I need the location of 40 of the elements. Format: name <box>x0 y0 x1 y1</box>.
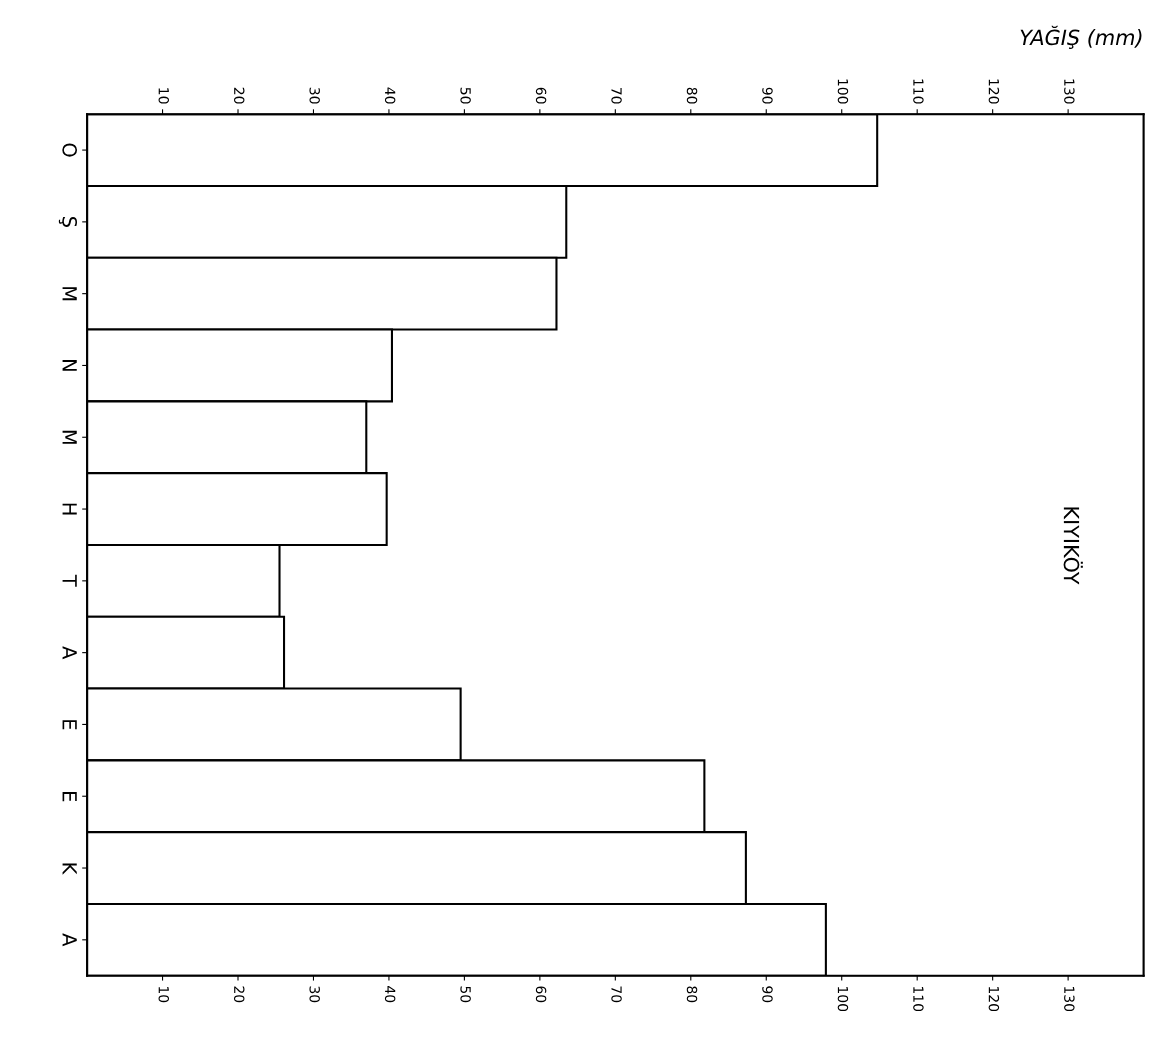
x-tick-label: 100 <box>837 986 849 1012</box>
x2-tick-label: 120 <box>988 79 1000 104</box>
y-tick-label: H <box>62 503 77 515</box>
x2-tick-label: 70 <box>611 87 622 104</box>
x2-tick-label: 30 <box>309 87 320 104</box>
x-tick-label: 90 <box>762 986 773 1003</box>
x2-tick-label: 60 <box>535 87 547 104</box>
text: KIYIKÖY <box>1063 507 1083 585</box>
y-tick-label: M <box>62 430 77 444</box>
x2-tick-label: 50 <box>460 87 471 104</box>
x2-tick-label: 20 <box>233 87 245 104</box>
x-tick-label: 60 <box>535 986 547 1003</box>
x2-tick-label: 80 <box>686 87 698 104</box>
y-tick-label: Ş <box>58 216 78 227</box>
y-tick-label: K <box>62 863 77 875</box>
x2-tick-label: 90 <box>762 87 773 104</box>
x-tick-label: 130 <box>1064 986 1075 1012</box>
x-axis-title: YAĞIŞ (mm) <box>1020 25 1142 49</box>
y-tick-label: T <box>62 574 77 587</box>
y-tick-label: O <box>62 143 78 157</box>
x2-tick-label: 110 <box>913 79 924 104</box>
x2-tick-label: 130 <box>1064 79 1075 104</box>
x-tick-label: 120 <box>988 986 1000 1012</box>
y-tick-label: A <box>62 646 77 660</box>
x2-tick-label: 10 <box>158 88 170 104</box>
x-tick-label: 30 <box>309 986 320 1003</box>
y-tick-label: E <box>62 792 77 802</box>
x2-tick-label: 40 <box>384 87 396 104</box>
x-tick-label: 10 <box>158 986 170 1003</box>
x-tick-label: 80 <box>686 986 698 1003</box>
x-tick-label: 50 <box>460 986 471 1003</box>
y-tick-label: A <box>62 933 77 947</box>
y-tick-label: N <box>62 360 77 371</box>
y-tick-label: E <box>62 720 77 730</box>
x-tick-label: 20 <box>233 986 245 1003</box>
x-tick-label: 110 <box>913 986 924 1012</box>
x2-tick-label: 100 <box>837 79 849 104</box>
y-tick-label: M <box>62 287 77 301</box>
x-tick-label: 40 <box>384 986 396 1003</box>
x-tick-label: 70 <box>611 986 622 1003</box>
